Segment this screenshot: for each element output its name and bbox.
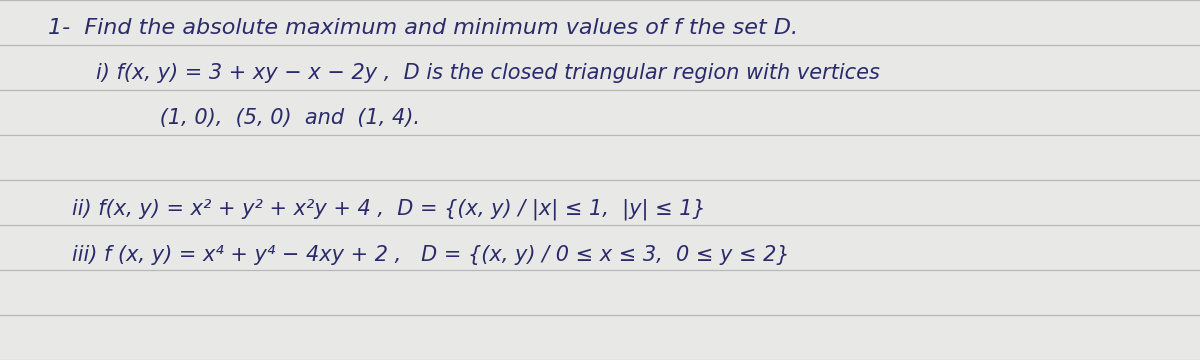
Text: ii) f(x, y) = x² + y² + x²y + 4 ,  D = {(x, y) / |x| ≤ 1,  |y| ≤ 1}: ii) f(x, y) = x² + y² + x²y + 4 , D = {(… (72, 198, 706, 220)
Text: i) f(x, y) = 3 + xy − x − 2y ,  D is the closed triangular region with vertices: i) f(x, y) = 3 + xy − x − 2y , D is the … (96, 63, 880, 83)
Text: iii) f (x, y) = x⁴ + y⁴ − 4xy + 2 ,   D = {(x, y) / 0 ≤ x ≤ 3,  0 ≤ y ≤ 2}: iii) f (x, y) = x⁴ + y⁴ − 4xy + 2 , D = … (72, 245, 790, 265)
Text: (1, 0),  (5, 0)  and  (1, 4).: (1, 0), (5, 0) and (1, 4). (120, 108, 420, 128)
Text: 1-  Find the absolute maximum and minimum values of f the set D.: 1- Find the absolute maximum and minimum… (48, 18, 798, 38)
